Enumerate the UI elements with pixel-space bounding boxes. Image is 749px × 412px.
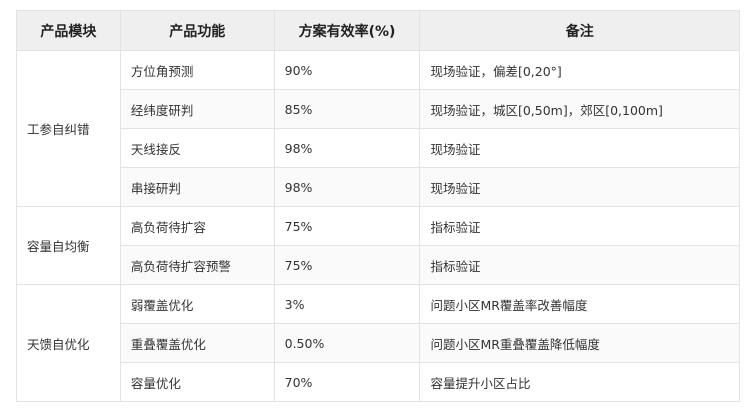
function-cell: 弱覆盖优化	[119, 284, 275, 324]
function-cell: 容量优化	[119, 362, 275, 402]
table-row: 经纬度研判 85% 现场验证，城区[0,50m]，郊区[0,100m]	[17, 89, 740, 129]
table-row: 容量自均衡 高负荷待扩容 75% 指标验证	[16, 206, 740, 285]
efficiency-table: 产品模块 产品功能 方案有效率(%) 备注 工参自纠错 方位角预测 90% 现场验证，…	[16, 10, 740, 402]
function-cell: 经纬度研判	[119, 89, 275, 129]
note-cell: 指标验证	[419, 245, 740, 285]
rate-cell: 75%	[273, 206, 421, 246]
table-row: 工参自纠错 方位角预测 90% 现场验证，偏差[0,20°]	[16, 50, 740, 207]
table-row: 串接研判 98% 现场验证	[17, 167, 740, 207]
rate-cell: 70%	[273, 362, 421, 402]
table-row: 高负荷待扩容预警 75% 指标验证	[17, 245, 740, 285]
table-body: 工参自纠错 方位角预测 90% 现场验证，偏差[0,20°] 经纬度研判 85% 现场验证，…	[16, 50, 740, 402]
function-cell: 串接研判	[119, 167, 275, 207]
rate-cell: 85%	[273, 89, 421, 129]
table-row: 重叠覆盖优化 0.50% 问题小区MR重叠覆盖降低幅度	[17, 323, 740, 363]
note-cell: 现场验证，偏差[0,20°]	[419, 50, 740, 90]
module-cell: 天馈自优化	[16, 284, 121, 402]
function-cell: 天线接反	[119, 128, 275, 168]
note-cell: 现场验证	[419, 167, 740, 207]
rate-cell: 3%	[273, 284, 421, 324]
note-cell: 指标验证	[419, 206, 740, 246]
header-function: 产品功能	[119, 10, 275, 51]
note-cell: 问题小区MR覆盖率改善幅度	[419, 284, 740, 324]
module-cell: 工参自纠错	[16, 50, 121, 207]
header-rate: 方案有效率(%)	[273, 10, 421, 51]
rate-cell: 90%	[273, 50, 421, 90]
function-cell: 高负荷待扩容	[119, 206, 275, 246]
note-cell: 问题小区MR重叠覆盖降低幅度	[419, 323, 740, 363]
rate-cell: 98%	[273, 167, 421, 207]
rate-cell: 0.50%	[273, 323, 421, 363]
note-cell: 现场验证，城区[0,50m]，郊区[0,100m]	[419, 89, 740, 129]
table-row: 容量优化 70% 容量提升小区占比	[17, 362, 740, 402]
rate-cell: 75%	[273, 245, 421, 285]
header-note: 备注	[419, 10, 740, 51]
note-cell: 现场验证	[419, 128, 740, 168]
table-row: 天线接反 98% 现场验证	[17, 128, 740, 168]
note-cell: 容量提升小区占比	[419, 362, 740, 402]
table-header-row: 产品模块 产品功能 方案有效率(%) 备注	[16, 10, 740, 51]
function-cell: 高负荷待扩容预警	[119, 245, 275, 285]
table-row: 天馈自优化 弱覆盖优化 3% 问题小区MR覆盖率改善幅度	[16, 284, 740, 402]
header-module: 产品模块	[16, 10, 121, 51]
function-cell: 方位角预测	[119, 50, 275, 90]
module-cell: 容量自均衡	[16, 206, 121, 285]
rate-cell: 98%	[273, 128, 421, 168]
function-cell: 重叠覆盖优化	[119, 323, 275, 363]
